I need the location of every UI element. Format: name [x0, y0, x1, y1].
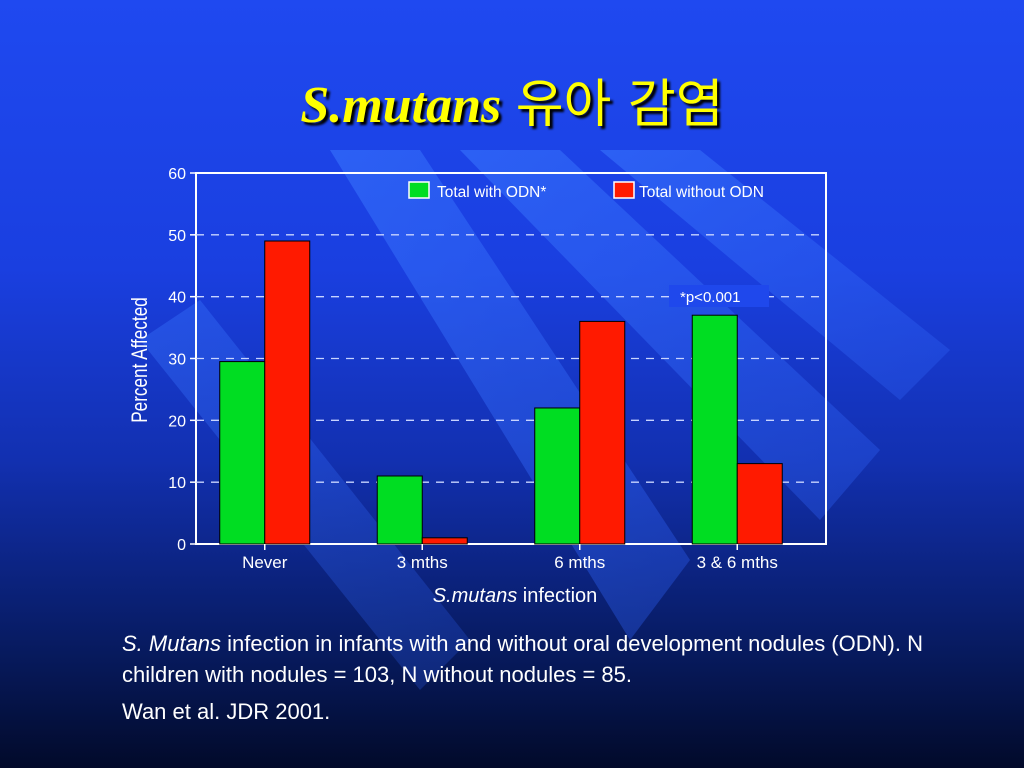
y-tick-label: 30	[168, 352, 186, 369]
y-tick-label: 60	[168, 166, 186, 183]
legend: Total with ODN* Total without ODN	[408, 181, 764, 201]
bar-without-odn	[736, 463, 783, 545]
bar-with-odn	[691, 314, 738, 545]
caption-description: S. Mutans infection in infants with and …	[122, 628, 962, 690]
bar-with-odn	[534, 407, 581, 545]
bar-with-odn	[219, 361, 266, 545]
y-tick-label: 0	[177, 537, 186, 554]
caption-text: infection in infants with and without or…	[122, 631, 923, 687]
x-tick-label: Never	[242, 553, 288, 572]
x-tick-label: 3 & 6 mths	[697, 553, 778, 572]
x-axis-label: S.mutans infection	[433, 585, 598, 607]
x-axis-label-italic: S.mutans	[433, 585, 517, 607]
x-tick-label: 3 mths	[397, 553, 448, 572]
y-tick-label: 20	[168, 413, 186, 430]
legend-label-with-odn: Total with ODN*	[437, 184, 546, 201]
slide-title-korean: 유아 감염	[515, 75, 724, 135]
bar-without-odn	[421, 537, 468, 545]
legend-swatch-with-odn	[408, 181, 430, 199]
chart-annotation: *p<0.001	[680, 289, 740, 306]
x-tick-label: 6 mths	[554, 553, 605, 572]
slide-title-italic: S.mutans	[300, 77, 502, 134]
x-axis-ticks: Never 3 mths 6 mths 3 & 6 mths	[242, 544, 778, 572]
caption-reference: Wan et al. JDR 2001.	[122, 699, 331, 724]
y-tick-label: 40	[168, 290, 186, 307]
slide-title: S.mutans 유아 감염	[0, 62, 1024, 137]
legend-label-without-odn: Total without ODN	[639, 184, 764, 201]
x-axis-label-rest: infection	[517, 585, 597, 607]
bar-with-odn	[376, 475, 423, 545]
bar-without-odn	[264, 240, 311, 545]
caption: S. Mutans infection in infants with and …	[122, 628, 962, 727]
y-axis-label: Percent Affected	[128, 297, 153, 423]
y-tick-label: 10	[168, 475, 186, 492]
bar-without-odn	[579, 320, 626, 545]
y-axis-ticks: 0 10 20 30 40 50 60	[168, 166, 196, 554]
caption-italic: S. Mutans	[122, 631, 222, 656]
y-tick-label: 50	[168, 228, 186, 245]
annotation-background	[669, 285, 769, 307]
legend-swatch-without-odn	[613, 181, 635, 199]
bars	[219, 240, 783, 545]
